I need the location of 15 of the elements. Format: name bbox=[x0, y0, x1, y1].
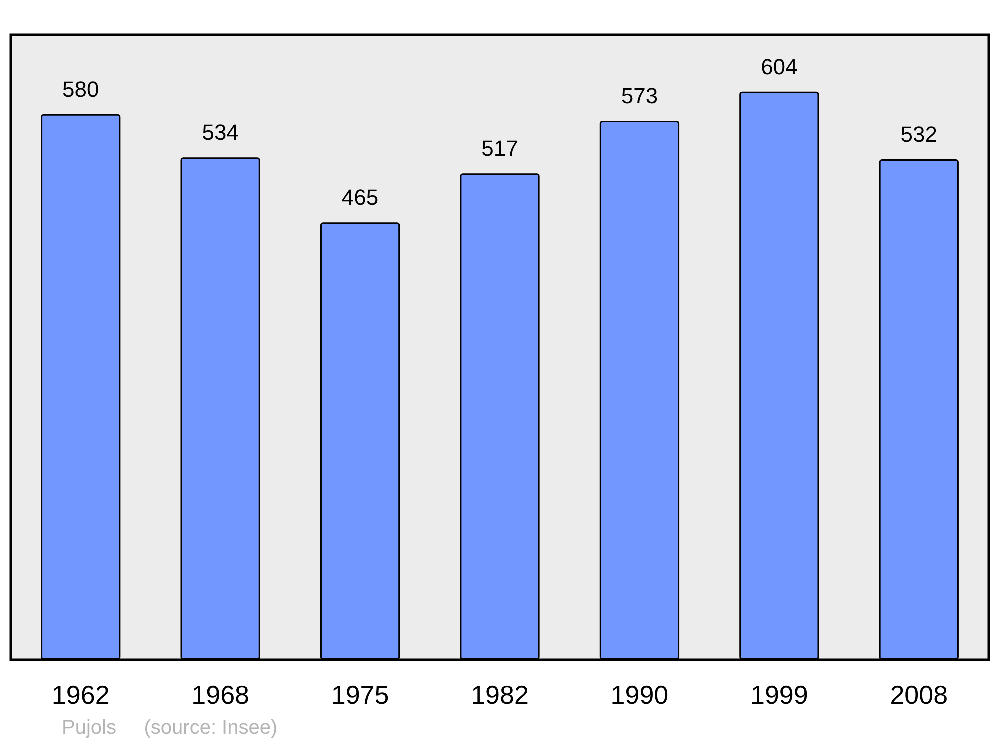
x-tick-label: 1990 bbox=[610, 680, 669, 710]
data-label: 580 bbox=[62, 76, 100, 102]
data-label: 604 bbox=[761, 54, 798, 80]
data-label: 534 bbox=[202, 120, 239, 146]
data-label: 465 bbox=[342, 185, 379, 210]
data-label: 532 bbox=[900, 122, 938, 148]
x-tick-label: 2008 bbox=[890, 680, 948, 710]
x-tick-label: 1982 bbox=[471, 680, 529, 710]
x-tick-label: 1975 bbox=[331, 680, 390, 710]
text: Pujols (source: Insee) bbox=[62, 717, 278, 739]
x-tick-label: 1962 bbox=[52, 680, 110, 710]
x-tick-label: 1968 bbox=[192, 680, 250, 710]
data-label: 517 bbox=[482, 136, 518, 162]
data-label: 573 bbox=[621, 83, 658, 108]
x-tick-label: 1999 bbox=[750, 680, 808, 710]
